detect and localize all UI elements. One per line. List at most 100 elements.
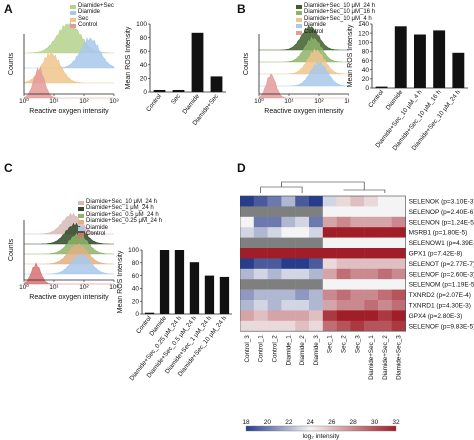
- heatmap-cell: [253, 310, 268, 321]
- x-tick-label: 10⁰: [254, 97, 264, 105]
- heatmap-cell: [240, 268, 254, 280]
- row-label: GPX4 (p=2.80E-3): [409, 313, 463, 320]
- heatmap-cell: [391, 279, 406, 290]
- heatmap-cell: [378, 196, 392, 207]
- heatmap-cell: [336, 206, 351, 217]
- bar-2: [414, 34, 426, 88]
- heatmap-cell: [378, 268, 392, 280]
- heatmap-cell: [240, 279, 254, 290]
- colorbar: [245, 425, 397, 432]
- heatmap-cell: [253, 279, 268, 290]
- heatmap-cell: [267, 300, 282, 311]
- heatmap-cell: [267, 268, 282, 280]
- heatmap-cell: [253, 196, 268, 207]
- heatmap-cell: [378, 216, 392, 228]
- colorbar-tick-label: 28: [350, 419, 358, 426]
- legend-swatch: [296, 24, 302, 29]
- heatmap-cell: [240, 289, 254, 301]
- legend-label: Diamide+Sec_10 μM_24 h: [86, 199, 157, 205]
- legend-swatch: [70, 24, 76, 29]
- histogram-diamide-sec-10-m-4-h: [259, 48, 349, 75]
- heatmap-cell: [309, 320, 323, 332]
- heatmap-cell: [322, 196, 337, 207]
- category-label: Control: [367, 89, 385, 109]
- heatmap-cell: [350, 268, 365, 280]
- heatmap-cell: [295, 289, 310, 301]
- heatmap-cell: [253, 289, 268, 301]
- legend-label: Diamide+Sec_0.25 μM_24 h: [86, 218, 163, 225]
- row-label: SELENOP (p=2.40E-6): [409, 209, 474, 216]
- histogram-diamide-sec-10-m-24-h: [259, 24, 349, 51]
- panel-letter-a: A: [4, 2, 13, 16]
- heatmap-cell: [336, 289, 351, 301]
- heatmap-cell: [309, 206, 323, 217]
- x-tick-label: 10¹: [49, 98, 59, 105]
- column-label: Control_2: [272, 335, 279, 363]
- legend-label: Diamide+Sec_10 μM_4 h: [304, 15, 372, 22]
- heatmap-frame: [240, 195, 406, 332]
- y-tick-label: 100: [136, 21, 147, 28]
- bar-4: [452, 52, 465, 88]
- heatmap-cell: [322, 268, 337, 280]
- heatmap-cell: [267, 289, 282, 301]
- y-tick-label: 100: [128, 247, 139, 254]
- heatmap-cell: [391, 196, 406, 207]
- heatmap-cell: [253, 237, 268, 249]
- heatmap-cell: [322, 206, 337, 217]
- row-label: SELENOW1 (p=4.39E-8): [409, 240, 474, 247]
- histogram-control: [23, 66, 114, 99]
- bar-0: [144, 312, 155, 314]
- heatmap-cell: [350, 279, 365, 290]
- x-tick-label: 10¹: [49, 284, 59, 291]
- heatmap-cell: [364, 248, 379, 259]
- heatmap-cell: [295, 237, 310, 249]
- heatmap-cell: [309, 196, 323, 207]
- heatmap-cell: [391, 227, 406, 238]
- heatmap-cell: [350, 216, 365, 228]
- bar-5: [219, 276, 230, 314]
- bar-3: [210, 76, 223, 92]
- heatmap-cell: [322, 289, 337, 301]
- legend-label: Diamide+Sec: [78, 3, 114, 9]
- colorbar-tick-label: 18: [242, 419, 250, 426]
- y-tick-label: 60: [132, 273, 140, 280]
- heatmap-cell: [336, 258, 351, 269]
- heatmap-cell: [336, 248, 351, 259]
- heatmap-cell: [253, 258, 268, 269]
- heatmap-cell: [295, 206, 310, 217]
- heatmap-cell: [322, 227, 337, 238]
- y-axis-label: Counts: [243, 52, 250, 75]
- legend-swatch: [78, 233, 84, 237]
- y-tick-label: 0: [143, 89, 147, 96]
- x-tick-label: 10³: [109, 284, 119, 291]
- heatmap-cell: [309, 310, 323, 321]
- heatmap-cell: [391, 237, 406, 249]
- heatmap-cell: [391, 320, 406, 332]
- heatmap-cell: [391, 248, 406, 259]
- heatmap-cell: [281, 206, 296, 217]
- row-label: SELENOM (p=1.19E-5): [409, 282, 474, 289]
- heatmap-cell: [336, 320, 351, 332]
- heatmap-cell: [240, 237, 254, 249]
- heatmap-cell: [322, 310, 337, 321]
- column-label: Sec_3: [354, 335, 361, 353]
- colorbar-label: log₂ intensity: [303, 433, 341, 440]
- legend-swatch: [296, 30, 302, 35]
- x-tick-label: 10²: [314, 98, 324, 105]
- heatmap-cell: [309, 300, 323, 311]
- heatmap-cell: [240, 196, 254, 207]
- x-axis-label: Reactive oxygen intensity: [264, 108, 344, 115]
- column-label: Diamide_3: [313, 335, 320, 366]
- legend-swatch: [78, 201, 84, 205]
- y-tick-label: 80: [362, 49, 370, 56]
- x-tick-label: 10³: [344, 98, 349, 105]
- heatmap-cell: [336, 196, 351, 207]
- heatmap-cell: [322, 279, 337, 290]
- y-tick-label: 140: [358, 21, 369, 28]
- panel-letter-b: B: [237, 2, 246, 16]
- column-label: Diamide_1: [285, 335, 292, 366]
- bar-1: [394, 26, 407, 88]
- heatmap-cell: [309, 227, 323, 238]
- x-tick-label: 10⁰: [19, 283, 29, 291]
- heatmap-cell: [281, 300, 296, 311]
